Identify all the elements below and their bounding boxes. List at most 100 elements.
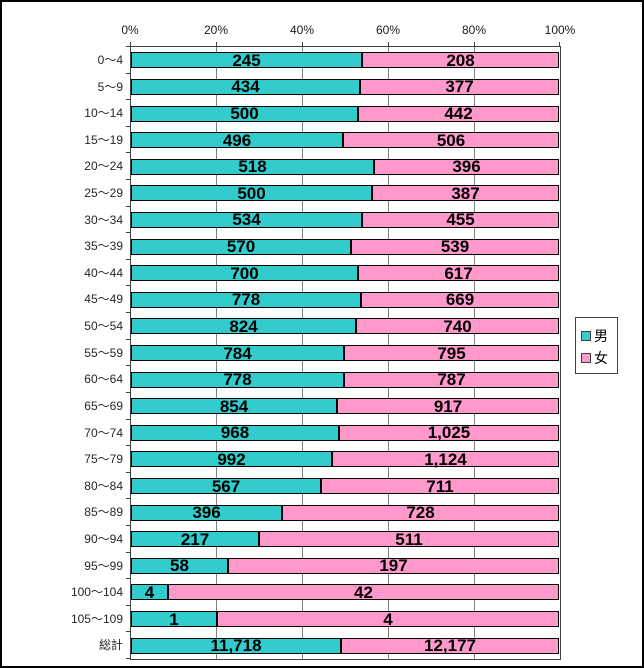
bar-segment-female: 387 xyxy=(372,183,559,203)
bar-value-label-male: 570 xyxy=(226,237,256,257)
category-label: 90〜94 xyxy=(84,531,123,546)
bar-segment-male: 245 xyxy=(131,52,362,69)
legend-label: 男 xyxy=(594,328,608,344)
bar-segment-female: 42 xyxy=(168,584,559,601)
bar-segment-male: 824 xyxy=(131,318,356,335)
y-axis-tick-mark xyxy=(126,206,130,207)
bar-segment-female: 506 xyxy=(343,130,559,150)
y-axis-tick-mark xyxy=(126,552,130,553)
y-axis-tick-mark xyxy=(126,179,130,180)
bar-row: 992 1,124 xyxy=(131,449,559,469)
bar-segment-female: 197 xyxy=(228,556,559,576)
bar-segment-male: 778 xyxy=(131,290,361,310)
x-axis-tick-label: 0% xyxy=(121,23,139,37)
bar-segment-male: 567 xyxy=(131,478,321,495)
x-axis-tick-label: 100% xyxy=(544,23,576,37)
bar-segment-male: 854 xyxy=(131,396,337,416)
bar-value-label-female: 511 xyxy=(395,529,423,549)
category-label: 85〜89 xyxy=(84,505,123,520)
bar-row: 854 917 xyxy=(131,396,559,416)
bar-row: 496 506 xyxy=(131,130,559,150)
legend-entry: 女 xyxy=(581,347,617,369)
bar-row: 700 617 xyxy=(131,265,559,282)
bar-row: 778 669 xyxy=(131,290,559,310)
y-axis-tick-mark xyxy=(126,232,130,233)
bar-value-label-female: 4 xyxy=(383,609,393,629)
bar-segment-female: 12,177 xyxy=(341,637,559,654)
bar-value-label-male: 854 xyxy=(219,396,249,416)
category-label: 100〜104 xyxy=(70,585,123,600)
bar-segment-female: 617 xyxy=(358,265,559,282)
bar-segment-male: 58 xyxy=(131,557,228,574)
bar-row: 396 728 xyxy=(131,504,559,521)
bar-value-label-female: 455 xyxy=(446,210,475,230)
bar-segment-male: 396 xyxy=(131,504,282,521)
bar-segment-female: 728 xyxy=(282,504,559,521)
y-axis-tick-mark xyxy=(126,365,130,366)
bar-segment-female: 740 xyxy=(356,316,559,336)
bar-segment-male: 534 xyxy=(131,211,362,228)
y-axis-tick-mark xyxy=(126,605,130,606)
bar-value-label-male: 11,718 xyxy=(210,636,262,656)
category-label: 55〜59 xyxy=(84,345,123,360)
category-label: 50〜54 xyxy=(84,319,123,334)
bar-row: 4 42 xyxy=(131,582,559,602)
bar-value-label-male: 434 xyxy=(231,77,260,97)
y-axis-tick-mark xyxy=(126,73,130,74)
category-label: 30〜34 xyxy=(84,212,123,227)
x-axis-tick-mark xyxy=(216,42,217,46)
bar-value-label-female: 387 xyxy=(451,183,480,203)
bar-row: 500 442 xyxy=(131,104,559,124)
bar-row: 434 377 xyxy=(131,77,559,97)
category-label: 60〜64 xyxy=(84,372,123,387)
bar-segment-female: 539 xyxy=(351,238,559,255)
bar-value-label-female: 506 xyxy=(436,130,466,150)
bar-segment-male: 700 xyxy=(131,265,358,282)
bar-segment-male: 500 xyxy=(131,104,358,124)
x-axis-tick-label: 60% xyxy=(375,23,401,37)
bar-segment-male: 4 xyxy=(131,582,168,602)
bar-value-label-male: 500 xyxy=(237,183,266,203)
y-axis-tick-mark xyxy=(126,658,130,659)
x-axis-tick-mark xyxy=(474,42,475,46)
y-axis-tick-mark xyxy=(126,152,130,153)
bar-segment-female: 795 xyxy=(344,345,559,362)
bar-value-label-male: 992 xyxy=(217,449,246,469)
y-axis-tick-mark xyxy=(126,126,130,127)
category-label: 15〜19 xyxy=(84,132,123,147)
bar-value-label-male: 968 xyxy=(220,423,250,443)
bar-segment-male: 217 xyxy=(131,529,259,549)
category-label: 25〜29 xyxy=(84,186,123,201)
category-label: 70〜74 xyxy=(84,425,123,440)
y-axis-tick-mark xyxy=(126,419,130,420)
y-axis-tick-mark xyxy=(126,259,130,260)
legend-swatch-icon xyxy=(581,353,591,363)
x-axis-tick-mark xyxy=(302,42,303,46)
category-label: 0〜4 xyxy=(97,53,123,67)
bar-row: 570 539 xyxy=(131,237,559,257)
legend-entry: 男 xyxy=(581,325,617,347)
bar-value-label-female: 740 xyxy=(443,316,472,336)
bar-segment-female: 208 xyxy=(362,52,559,69)
bar-value-label-male: 500 xyxy=(230,104,259,124)
bar-segment-female: 711 xyxy=(321,478,559,495)
bar-row: 824 740 xyxy=(131,316,559,336)
category-label: 95〜99 xyxy=(84,558,123,573)
bar-value-label-male: 778 xyxy=(231,290,261,310)
bar-row: 784 795 xyxy=(131,345,559,362)
bar-segment-male: 11,718 xyxy=(131,636,341,656)
bar-value-label-male: 217 xyxy=(180,529,210,549)
bar-segment-male: 992 xyxy=(131,449,332,469)
bar-segment-female: 4 xyxy=(217,609,559,629)
bar-value-label-female: 197 xyxy=(379,556,408,576)
y-axis-tick-mark xyxy=(126,312,130,313)
bar-segment-female: 669 xyxy=(361,291,559,308)
category-label: 40〜44 xyxy=(84,265,123,280)
category-label: 65〜69 xyxy=(84,398,123,413)
bar-segment-male: 434 xyxy=(131,77,360,97)
bar-value-label-male: 4 xyxy=(144,582,155,602)
bar-segment-female: 377 xyxy=(360,78,559,95)
category-label: 20〜24 xyxy=(84,159,123,174)
bar-row: 534 455 xyxy=(131,210,559,230)
